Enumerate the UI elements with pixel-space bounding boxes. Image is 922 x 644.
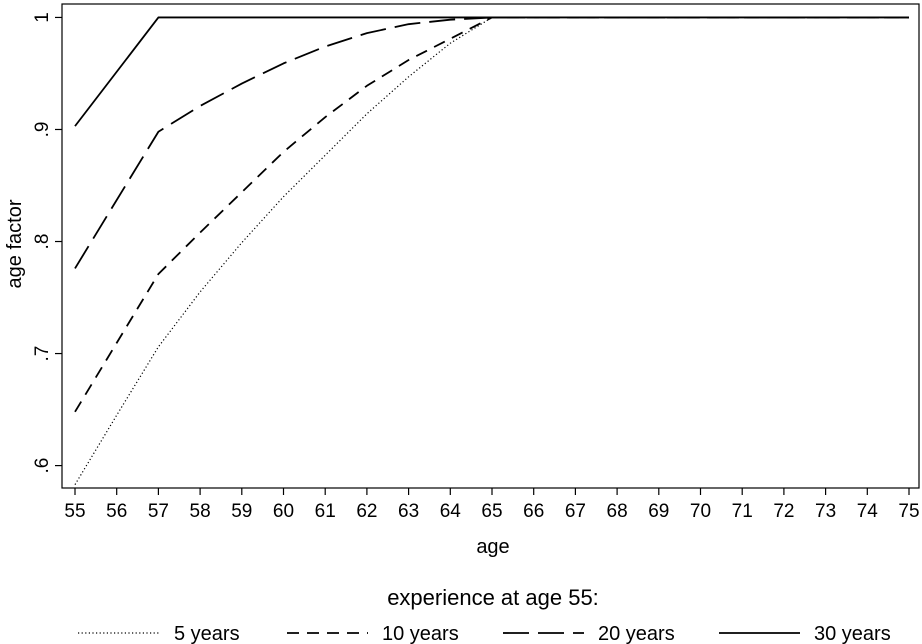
x-tick-label-62: 62 <box>356 501 377 522</box>
x-tick-label-73: 73 <box>815 501 836 522</box>
legend: 5 years 10 years 20 years 30 years <box>78 623 891 644</box>
x-tick-label-75: 75 <box>898 501 919 522</box>
series-line-20-years <box>74 16 909 269</box>
x-tick-label-55: 55 <box>64 501 85 522</box>
legend-label-20-years: 20 years <box>598 623 675 644</box>
x-tick-label-60: 60 <box>273 501 294 522</box>
series-layer <box>74 16 909 485</box>
legend-label-30-years: 30 years <box>814 623 891 644</box>
y-axis: .6 .7 .8 .9 1 <box>32 12 62 474</box>
x-tick-label-68: 68 <box>607 501 628 522</box>
x-tick-label-71: 71 <box>732 501 753 522</box>
x-tick-label-66: 66 <box>523 501 544 522</box>
x-tick-label-63: 63 <box>398 501 419 522</box>
x-tick-label-57: 57 <box>148 501 169 522</box>
x-tick-label-64: 64 <box>440 501 462 522</box>
plot-frame <box>61 3 920 489</box>
legend-title: experience at age 55: <box>387 585 599 610</box>
x-tick-label-65: 65 <box>481 501 502 522</box>
x-tick-label-59: 59 <box>231 501 252 522</box>
series-line-5-years <box>74 16 909 485</box>
y-tick-label-.6: .6 <box>32 458 53 474</box>
x-tick-label-74: 74 <box>857 501 879 522</box>
x-tick-label-70: 70 <box>690 501 711 522</box>
series-line-30-years <box>74 16 909 127</box>
x-axis-title: age <box>476 536 509 558</box>
legend-label-5-years: 5 years <box>174 623 240 644</box>
series-line-10-years <box>74 16 909 413</box>
x-tick-label-72: 72 <box>773 501 794 522</box>
y-tick-label-1: 1 <box>32 12 53 23</box>
x-tick-label-69: 69 <box>648 501 669 522</box>
x-tick-label-67: 67 <box>565 501 586 522</box>
x-tick-label-58: 58 <box>190 501 211 522</box>
y-tick-label-.8: .8 <box>32 234 53 250</box>
x-axis: 55 56 57 58 59 60 61 62 63 64 65 66 67 68 69 70 71 72 73 74… <box>64 488 920 522</box>
legend-label-10-years: 10 years <box>382 623 459 644</box>
y-tick-label-.9: .9 <box>32 122 53 138</box>
y-axis-title: age factor <box>4 199 26 288</box>
y-tick-label-.7: .7 <box>32 346 53 362</box>
x-tick-label-61: 61 <box>315 501 336 522</box>
x-tick-label-56: 56 <box>106 501 127 522</box>
